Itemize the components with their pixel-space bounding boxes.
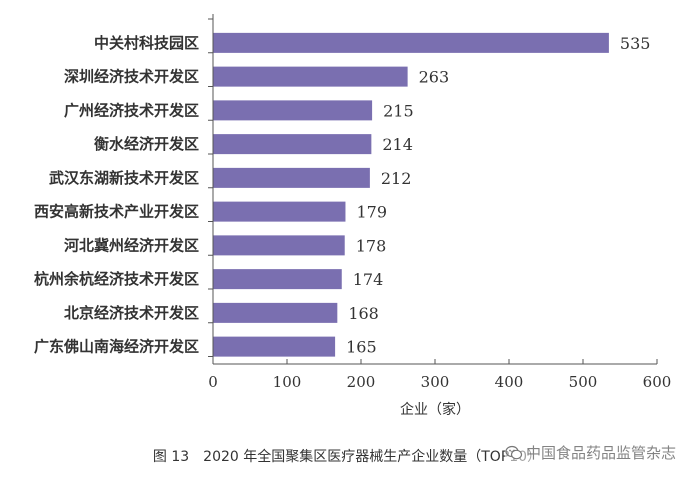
bar-layer: 535 263 215 214 212 179 178 174 168 165	[213, 32, 651, 357]
wechat-icon	[505, 445, 523, 459]
x-tick-label: 300	[421, 373, 450, 391]
bar	[213, 269, 342, 290]
x-tick-label: 0	[208, 373, 218, 391]
data-label: 174	[353, 270, 384, 289]
data-label: 535	[620, 34, 651, 53]
data-label: 214	[382, 135, 413, 154]
figure-caption: 图 13 2020 年全国聚集区医疗器械生产企业数量（TOP10）	[152, 449, 542, 465]
x-tick-label: 100	[273, 373, 302, 391]
bar	[213, 167, 370, 188]
bar	[213, 336, 336, 357]
bar	[213, 134, 372, 155]
bar	[213, 201, 346, 222]
data-label: 263	[419, 68, 450, 87]
data-label: 178	[356, 236, 387, 255]
bar	[213, 302, 338, 323]
bar	[213, 66, 408, 87]
x-tick-label: 200	[347, 373, 376, 391]
category-label: 衡水经济开发区	[94, 135, 199, 153]
axis-layer: 中关村科技园区深圳经济技术开发区广州经济技术开发区衡水经济开发区武汉东湖新技术开…	[34, 14, 671, 391]
category-label: 中关村科技园区	[94, 34, 199, 52]
data-label: 165	[346, 338, 377, 357]
data-label: 212	[381, 169, 412, 188]
x-tick-label: 600	[643, 373, 672, 391]
data-label: 215	[383, 101, 414, 120]
data-label: 168	[348, 304, 379, 323]
x-axis-title: 企业（家）	[400, 401, 470, 418]
category-label: 广东佛山南海经济开发区	[34, 338, 199, 356]
x-tick-label: 500	[569, 373, 598, 391]
category-label: 广州经济技术开发区	[64, 101, 199, 119]
bar	[213, 32, 609, 53]
category-label: 杭州余杭经济技术开发区	[34, 270, 199, 288]
category-label: 西安高新技术产业开发区	[34, 203, 199, 221]
category-label: 河北冀州经济开发区	[64, 236, 199, 254]
watermark: 中国食品药品监管杂志	[504, 442, 676, 463]
bar	[213, 100, 373, 121]
category-label: 北京经济技术开发区	[64, 304, 199, 322]
watermark-text: 中国食品药品监管杂志	[525, 444, 676, 462]
data-label: 179	[356, 203, 387, 222]
bar-chart: 535 263 215 214 212 179 178 174 168 165 中关村科技园区深圳…	[34, 14, 671, 418]
x-tick-label: 400	[495, 373, 524, 391]
category-label: 武汉东湖新技术开发区	[49, 169, 199, 187]
bar	[213, 235, 345, 256]
category-label: 深圳经济技术开发区	[64, 68, 199, 86]
